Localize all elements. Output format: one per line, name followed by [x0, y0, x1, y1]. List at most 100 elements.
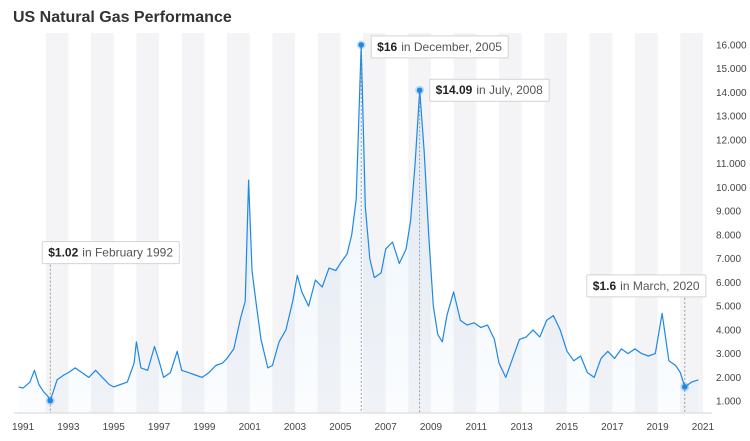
- series-point: [202, 377, 203, 378]
- annotation-text: in July, 2008: [476, 83, 543, 97]
- x-tick-label: 2013: [511, 422, 534, 433]
- y-tick-label: 10.000: [716, 183, 747, 194]
- series-point: [600, 358, 601, 359]
- series-point: [256, 306, 257, 307]
- series-point: [63, 374, 64, 375]
- y-tick-label: 16.000: [716, 40, 747, 51]
- series-point: [292, 301, 293, 302]
- x-tick-label: 2019: [646, 422, 669, 433]
- y-tick-label: 7.000: [716, 254, 741, 265]
- annotation-marker: [47, 397, 54, 404]
- series-point: [675, 365, 676, 366]
- grid-band: [45, 33, 69, 413]
- annotation-label: $16 in December, 2005: [377, 40, 502, 54]
- series-point: [127, 382, 128, 383]
- series-point: [356, 199, 357, 200]
- y-tick-label: 2.000: [716, 373, 741, 384]
- series-point: [251, 270, 252, 271]
- x-tick-label: 1991: [12, 422, 35, 433]
- series-point: [68, 372, 69, 373]
- series-point: [587, 372, 588, 373]
- series-point: [260, 339, 261, 340]
- series-point: [453, 291, 454, 292]
- series-point: [75, 367, 76, 368]
- series-point: [240, 317, 241, 318]
- series-point: [512, 358, 513, 359]
- x-tick-label: 2003: [284, 422, 307, 433]
- series-point: [222, 363, 223, 364]
- series-point: [641, 353, 642, 354]
- series-point: [580, 355, 581, 356]
- series-point: [188, 372, 189, 373]
- series-point: [34, 370, 35, 371]
- series-point: [109, 384, 110, 385]
- grid-band: [589, 33, 613, 413]
- x-tick-label: 1999: [193, 422, 216, 433]
- grid-band: [498, 33, 522, 413]
- series-point: [347, 253, 348, 254]
- x-tick-label: 2021: [692, 422, 715, 433]
- series-point: [136, 341, 137, 342]
- chart-title: US Natural Gas Performance: [13, 9, 232, 26]
- series-point: [267, 367, 268, 368]
- series-point: [335, 270, 336, 271]
- y-tick-label: 13.000: [716, 112, 747, 123]
- series-point: [560, 329, 561, 330]
- series-point: [655, 353, 656, 354]
- y-tick-label: 11.000: [716, 159, 746, 170]
- annotations: $16 in December, 2005$14.09 in July, 2008$…: [41, 35, 707, 413]
- x-tick-label: 1993: [57, 422, 80, 433]
- series-point: [381, 272, 382, 273]
- series-point: [365, 206, 366, 207]
- annotation: $16 in December, 2005: [356, 35, 509, 413]
- annotation: $1.6 in March, 2020: [586, 274, 707, 413]
- y-tick-label: 14.000: [716, 88, 747, 99]
- series-point: [415, 163, 416, 164]
- x-tick-label: 2015: [556, 422, 579, 433]
- series-point: [328, 268, 329, 269]
- x-tick-label: 2011: [466, 422, 488, 433]
- series-point: [120, 384, 121, 385]
- series-point: [351, 234, 352, 235]
- series-point: [177, 351, 178, 352]
- series-point: [18, 386, 19, 387]
- series-point: [539, 336, 540, 337]
- series-point: [233, 348, 234, 349]
- series-point: [480, 327, 481, 328]
- annotation: $1.02 in February 1992: [41, 241, 180, 413]
- series-point: [248, 180, 249, 181]
- grid-band: [91, 33, 114, 413]
- series-point: [594, 377, 595, 378]
- annotation-marker: [682, 384, 688, 390]
- series-point: [399, 263, 400, 264]
- series-point: [170, 372, 171, 373]
- y-tick-label: 6.000: [716, 278, 741, 289]
- annotation-value: $1.6: [593, 279, 617, 293]
- y-tick-label: 3.000: [716, 349, 741, 360]
- series-point: [134, 363, 135, 364]
- series-point: [406, 249, 407, 250]
- grid-bands: [45, 33, 703, 413]
- x-tick-label: 2009: [420, 422, 443, 433]
- series-point: [467, 325, 468, 326]
- series-point: [546, 320, 547, 321]
- series-point: [614, 358, 615, 359]
- y-tick-label: 12.000: [716, 135, 747, 146]
- y-tick-label: 5.000: [716, 302, 741, 313]
- series-point: [369, 258, 370, 259]
- annotation-value: $1.02: [48, 246, 78, 260]
- series-point: [573, 360, 574, 361]
- series-point: [163, 377, 164, 378]
- annotation-box: [370, 35, 509, 59]
- grid-band: [181, 33, 205, 413]
- series-point: [23, 388, 24, 389]
- series-point: [460, 320, 461, 321]
- series-point: [272, 365, 273, 366]
- x-tick-label: 1995: [103, 422, 126, 433]
- annotation-marker: [416, 87, 423, 94]
- annotation-box: [429, 78, 550, 102]
- series-point: [634, 348, 635, 349]
- series-point: [340, 263, 341, 264]
- annotation-text: in March, 2020: [620, 279, 700, 293]
- series-point: [181, 370, 182, 371]
